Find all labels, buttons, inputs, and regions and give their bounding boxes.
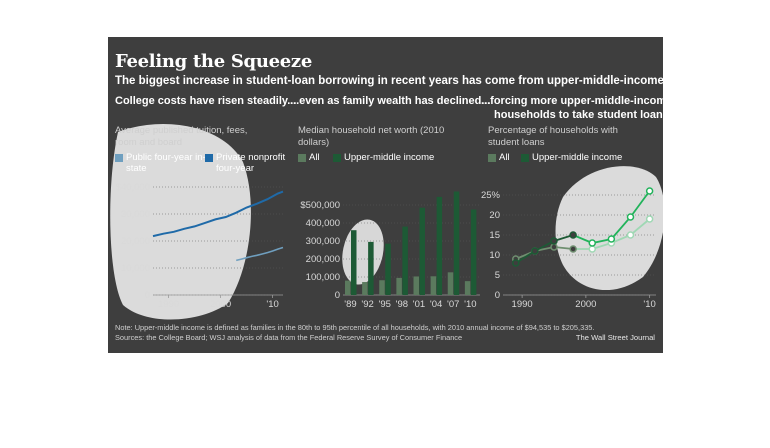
chart2-xtick-label: '92 bbox=[361, 299, 373, 310]
chart2-bar-all bbox=[464, 281, 471, 295]
chart1-xtick-label: '10 bbox=[266, 299, 278, 310]
chart3-point-all bbox=[569, 245, 577, 253]
chart2-xtick-label: '95 bbox=[379, 299, 391, 310]
chart2-ytick-label: 300,000 bbox=[306, 236, 340, 247]
legend2-label-upper: Upper-middle income bbox=[344, 152, 435, 163]
section-heading-wealth: ...even as family wealth has declined... bbox=[290, 95, 491, 107]
chart2-ytick-label: 400,000 bbox=[306, 218, 340, 229]
legend2-swatch-all bbox=[298, 154, 306, 162]
legend1-swatch-private bbox=[205, 154, 213, 162]
section-heading-costs: College costs have risen steadily... bbox=[115, 95, 297, 107]
chart1-ytick-label: 20,000 bbox=[121, 236, 150, 247]
chart3-ytick-label: 0 bbox=[495, 290, 500, 301]
legend3-label-all: All bbox=[499, 152, 510, 163]
chart2-bar-upper bbox=[368, 241, 374, 295]
chart3-point-upper bbox=[569, 231, 577, 239]
legend1-label-public: Public four-year in-state bbox=[126, 152, 206, 174]
chart2-bar-upper bbox=[419, 207, 425, 295]
chart2-bar-all bbox=[379, 280, 385, 295]
chart2-xtick-label: '10 bbox=[464, 299, 476, 310]
section-heading-loans: ...forcing more upper-middle-income bbox=[481, 95, 663, 107]
chart3-point-upper bbox=[645, 187, 654, 195]
page-title: Feeling the Squeeze bbox=[115, 51, 312, 72]
chart2-bar-all bbox=[430, 276, 437, 295]
chart3-ytick-label: 25% bbox=[481, 190, 501, 201]
chart1-xtick-label: 1990 bbox=[158, 299, 179, 310]
chart1-series-line-0 bbox=[236, 246, 284, 262]
chart2-bar-upper bbox=[453, 191, 460, 295]
page-subtitle: The biggest increase in student-loan bor… bbox=[115, 75, 663, 87]
chart3-point-all bbox=[550, 243, 558, 251]
chart3-point-upper bbox=[607, 235, 616, 243]
chart3-xtick-label: 1990 bbox=[512, 299, 533, 310]
chart2-xtick-label: '01 bbox=[413, 299, 425, 310]
chart2-bar-upper bbox=[351, 230, 357, 295]
chart1-ytick-label: $40,000 bbox=[116, 182, 150, 193]
chart3-series-line-0 bbox=[515, 246, 574, 260]
legend3-swatch-all bbox=[488, 154, 496, 162]
chart2-xtick-label: '07 bbox=[447, 299, 459, 310]
chart1-title: Average published tuition, fees, room an… bbox=[115, 125, 248, 148]
chart3-point-upper bbox=[626, 213, 635, 221]
section-heading-loans-line2: households to take student loans bbox=[494, 109, 663, 121]
chart2-bar-all bbox=[345, 280, 351, 295]
chart2-xtick-label: '98 bbox=[396, 299, 408, 310]
chart2-bar-upper bbox=[470, 209, 477, 295]
chart2-ytick-label: $500,000 bbox=[300, 200, 340, 211]
chart1-xtick-label: 2000 bbox=[210, 299, 231, 310]
chart2-ytick-label: 0 bbox=[335, 290, 340, 301]
chart3-point-all bbox=[588, 245, 596, 253]
legend1-label-private: Private nonprofit four-year bbox=[216, 152, 286, 174]
chart2-bar-all bbox=[396, 277, 402, 295]
publisher-credit: The Wall Street Journal bbox=[575, 333, 655, 342]
chart2-bar-upper bbox=[402, 226, 408, 295]
highlight-blob-chart1 bbox=[110, 123, 251, 320]
highlight-blob-chart2 bbox=[342, 219, 384, 285]
chart3-point-all bbox=[645, 215, 654, 223]
chart3-point-upper bbox=[512, 259, 520, 267]
chart2-xtick-label: '89 bbox=[344, 299, 356, 310]
chart1-ytick-label: 0 bbox=[145, 290, 150, 301]
chart1-series-line-1 bbox=[152, 190, 284, 238]
chart2-bar-upper bbox=[385, 243, 391, 295]
legend3-label-upper: Upper-middle income bbox=[532, 152, 623, 163]
chart3-ytick-label: 5 bbox=[495, 270, 500, 281]
chart2-ytick-label: 100,000 bbox=[306, 272, 340, 283]
chart2-bar-all bbox=[447, 272, 454, 295]
chart2-title: Median household net worth (2010 dollars… bbox=[298, 125, 445, 148]
chart2-bar-all bbox=[362, 282, 368, 295]
highlight-blob-chart3 bbox=[555, 166, 663, 290]
chart2-ytick-label: 200,000 bbox=[306, 254, 340, 265]
chart1-ytick-label: 30,000 bbox=[121, 209, 150, 220]
chart-graphic: $40,000 30,000 20,000 10,000 0 1990 2000'10 $50… bbox=[108, 37, 663, 353]
legend1-swatch-public bbox=[115, 154, 123, 162]
chart3-xtick-label: 2000 bbox=[575, 299, 596, 310]
chart2-bar-upper bbox=[436, 196, 443, 295]
chart3-point-upper bbox=[588, 239, 596, 247]
chart3-ytick-label: 15 bbox=[489, 230, 500, 241]
chart3-ytick-label: 20 bbox=[489, 210, 500, 221]
chart3-xtick-label: '10 bbox=[643, 299, 655, 310]
legend2-swatch-upper bbox=[333, 154, 341, 162]
legend2-label-all: All bbox=[309, 152, 320, 163]
chart3-ytick-label: 10 bbox=[489, 250, 500, 261]
chart3-point-upper bbox=[531, 247, 539, 255]
chart3-title: Percentage of households with student lo… bbox=[488, 125, 618, 148]
chart1-ytick-label: 10,000 bbox=[121, 263, 150, 274]
chart2-bar-all bbox=[413, 276, 419, 295]
chart2-xtick-label: '04 bbox=[430, 299, 442, 310]
chart3-series-line-1 bbox=[515, 234, 574, 264]
sources-line: Sources: the College Board; WSJ analysis… bbox=[115, 333, 463, 342]
footnote: Note: Upper-middle income is defined as … bbox=[115, 323, 595, 332]
chart3-point-upper bbox=[550, 237, 558, 245]
chart3-point-all bbox=[626, 231, 635, 239]
legend3-swatch-upper bbox=[521, 154, 529, 162]
